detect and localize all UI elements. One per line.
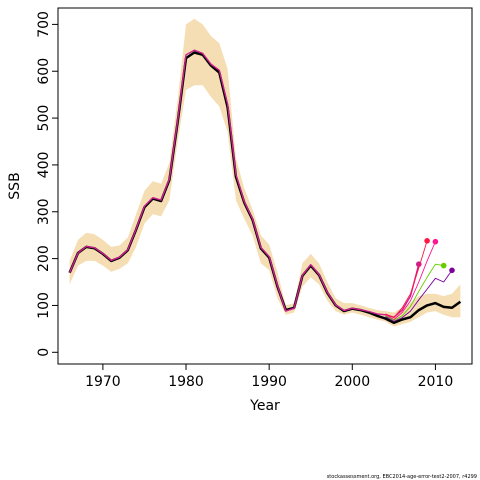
y-tick-label-600: 600 [36, 58, 52, 85]
retro-line-3 [385, 241, 436, 320]
retro-end-point-4 [440, 262, 447, 269]
y-tick-label-0: 0 [36, 348, 52, 357]
retro-end-point-2 [424, 238, 430, 244]
x-tick-label-1990: 1990 [251, 374, 287, 390]
retro-line-1 [68, 49, 420, 318]
retro-end-point-3 [432, 238, 439, 245]
y-tick-label-200: 200 [36, 245, 52, 272]
confidence-band [69, 18, 461, 327]
x-axis: 1970 1980 1990 2000 2010 [85, 364, 453, 390]
footer-credit: stockassessment.org, EBC2014-age-error-t… [327, 474, 477, 480]
main-ssb-line [68, 51, 462, 325]
y-tick-label-400: 400 [36, 152, 52, 179]
y-axis: 0 100 200 300 400 500 600 700 [36, 11, 58, 357]
y-tick-label-300: 300 [36, 198, 52, 225]
plot-area [68, 18, 462, 327]
retro-line-4 [385, 263, 444, 321]
plot-frame [57, 7, 473, 365]
y-axis-title: SSB [7, 172, 23, 199]
x-axis-title: Year [249, 398, 280, 414]
retro-line-5 [385, 270, 453, 322]
x-tick-label-2010: 2010 [418, 374, 454, 390]
x-tick-label-1980: 1980 [168, 374, 204, 390]
retro-end-point-5 [449, 267, 455, 274]
y-tick-label-700: 700 [36, 11, 52, 38]
y-tick-label-100: 100 [36, 292, 52, 319]
y-tick-label-500: 500 [36, 105, 52, 132]
x-tick-label-1970: 1970 [85, 374, 121, 390]
retro-line-2 [385, 240, 428, 319]
x-tick-label-2000: 2000 [334, 374, 370, 390]
